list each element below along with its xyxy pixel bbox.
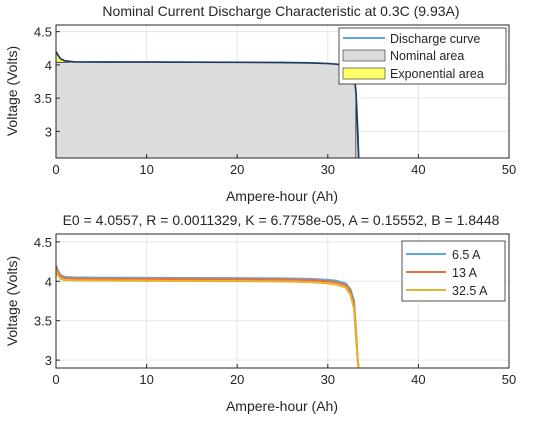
chart-2-legend: 6.5 A 13 A 32.5 A	[401, 240, 506, 302]
chart-2-ytick-label: 3.5	[34, 314, 52, 329]
chart-1-ytick-label: 3	[45, 124, 52, 139]
legend-swatch-nominal-area	[342, 49, 386, 62]
chart-2: E0 = 4.0557, R = 0.0011329, K = 6.7758e-…	[4, 212, 516, 414]
chart-1-xtick-label: 30	[321, 162, 335, 177]
chart-2-ylabel: Voltage (Volts)	[4, 256, 20, 346]
chart-1-xtick-label: 50	[502, 162, 516, 177]
chart-2-xtick-label: 30	[321, 372, 335, 387]
chart-2-xtick-label: 10	[139, 372, 153, 387]
chart-2-ytick-label: 4.5	[34, 235, 52, 250]
legend-label-exponential-area: Exponential area	[390, 67, 484, 81]
chart-2-ticks: 0 10 20 30 40 50 3 3.5 4 4.5	[34, 235, 516, 387]
chart-2-xtick-label: 40	[411, 372, 425, 387]
chart-1-ytick-label: 4	[45, 58, 52, 73]
chart-1: Nominal Current Discharge Characteristic…	[4, 3, 516, 204]
chart-2-axes-box	[55, 233, 510, 369]
chart-2-xtick-label: 0	[52, 372, 59, 387]
legend-label-32-5-a: 32.5 A	[452, 284, 488, 298]
chart-1-ytick-label: 3.5	[34, 91, 52, 106]
chart-2-xtick-label: 50	[502, 372, 516, 387]
chart-1-xtick-label: 10	[139, 162, 153, 177]
chart-1-title: Nominal Current Discharge Characteristic…	[102, 3, 459, 19]
series-nominal-area	[56, 61, 357, 158]
legend-label-discharge-curve: Discharge curve	[390, 32, 480, 46]
chart-1-ticks: 0 10 20 30 40 50 3 3.5 4 4.5	[34, 25, 516, 177]
chart-2-title: E0 = 4.0557, R = 0.0011329, K = 6.7758e-…	[63, 212, 500, 228]
chart-1-axes-box	[55, 24, 510, 159]
chart-2-plot-area	[56, 265, 360, 368]
chart-1-xtick-label: 40	[411, 162, 425, 177]
legend-label-nominal-area: Nominal area	[390, 49, 464, 63]
chart-2-marks	[56, 265, 360, 368]
chart-1-ylabel: Voltage (Volts)	[4, 46, 20, 136]
chart-2-xlabel: Ampere-hour (Ah)	[226, 398, 338, 414]
chart-1-xtick-label: 0	[52, 162, 59, 177]
chart-2-ytick-label: 3	[45, 353, 52, 368]
chart-1-marks	[56, 51, 360, 158]
legend-label-6-5-a: 6.5 A	[452, 248, 481, 262]
legend-label-13-a: 13 A	[452, 266, 478, 280]
chart-2-xtick-label: 20	[230, 372, 244, 387]
legend-swatch-exponential-area	[342, 67, 386, 80]
chart-1-ytick-label: 4.5	[34, 25, 52, 40]
chart-2-ytick-label: 4	[45, 274, 52, 289]
chart-1-xtick-label: 20	[230, 162, 244, 177]
chart-1-xlabel: Ampere-hour (Ah)	[226, 188, 338, 204]
chart-1-plot-area	[56, 51, 360, 158]
series-6-5-a	[56, 265, 360, 368]
chart-1-legend: Discharge curve Nominal area Exponential…	[338, 27, 507, 85]
series-32-5-a	[56, 269, 360, 368]
